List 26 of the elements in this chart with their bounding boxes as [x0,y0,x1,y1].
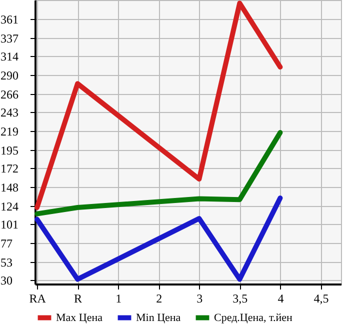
y-tick-label: 290 [0,68,18,82]
x-tick-label: 4 [278,292,284,306]
y-tick-label: 219 [0,124,18,138]
y-tick-label: 101 [0,218,18,232]
x-tick-label: 2 [156,292,162,306]
x-tick-label: R [74,292,82,306]
x-tick-label: 3 [196,292,203,306]
y-tick-label: 266 [0,87,18,102]
y-tick-label: 314 [0,50,18,64]
y-tick-label: 337 [0,31,18,46]
x-tick-label: RA [29,292,46,306]
y-tick-label: 195 [0,143,18,158]
legend-label: Сред.Цена, т.йен [214,312,293,324]
x-tick-label: 3,5 [232,292,248,306]
y-tick-label: 30 [0,274,12,288]
y-tick-label: 77 [0,236,12,250]
y-tick-label: 361 [0,12,18,26]
y-tick-label: 243 [0,106,18,120]
y-tick-label: 148 [0,180,18,194]
y-tick-label: 53 [0,255,12,270]
x-tick-label: 1 [116,292,122,306]
y-tick-label: 124 [0,199,18,214]
x-tick-label: 4,5 [314,292,329,306]
y-tick-label: 172 [0,162,18,176]
legend-label: Max Цена [56,312,103,324]
legend-label: Min Цена [136,312,181,324]
